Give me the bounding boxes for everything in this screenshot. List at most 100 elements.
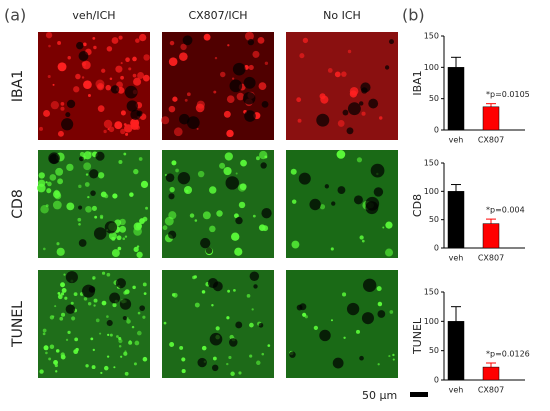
cell-signal [126,319,131,324]
dark-region [212,281,223,292]
dark-region [168,230,177,239]
cell-signal [57,62,67,72]
cell-signal [138,33,147,42]
cell-signal [220,71,226,78]
cell-signal [36,183,46,193]
y-tick-label: 100 [424,187,439,196]
cell-signal [209,225,216,233]
cell-signal [175,168,179,173]
dark-region [229,338,238,347]
dark-region [104,221,118,234]
cell-signal [224,152,233,161]
cell-signal [97,172,105,179]
cell-signal [291,240,300,249]
row-label: IBA1 [10,70,26,102]
cell-signal [53,190,61,199]
cell-signal [93,304,96,307]
cell-signal [211,304,214,307]
cell-signal [180,43,187,51]
cell-signal [349,90,358,98]
micrograph [162,32,274,140]
cell-signal [131,325,135,329]
cell-signal [258,224,266,231]
cell-signal [216,210,223,217]
cell-signal [195,103,205,113]
cell-signal [179,345,184,350]
cell-signal [194,219,198,222]
cell-signal [377,363,380,366]
cell-signal [138,157,143,161]
cell-signal [231,232,240,241]
cell-signal [228,355,232,360]
cell-signal [106,315,109,318]
cell-signal [238,201,246,209]
dark-region [342,109,349,116]
cell-signal [78,184,82,189]
cell-signal [267,344,271,347]
cell-signal [106,272,111,277]
cell-signal [139,218,145,224]
dark-region [258,322,264,328]
cell-signal [120,62,123,65]
cell-signal [135,222,142,229]
dark-region [90,190,96,196]
dark-region [324,184,329,189]
cell-signal [137,311,141,315]
x-tick-label: veh [449,254,464,263]
y-tick-label: 0 [434,376,439,385]
cell-signal [179,52,188,61]
cell-signal [61,312,66,317]
cell-signal [120,355,123,358]
cell-signal [60,101,65,106]
cell-signal [392,353,395,357]
cell-signal [57,178,64,185]
cell-signal [304,315,308,319]
bar [482,223,500,249]
y-axis-label: CD8 [411,194,424,217]
dark-region [78,156,84,162]
y-tick-label: 100 [424,317,439,326]
column-header: No ICH [323,9,361,22]
cell-signal [91,205,97,211]
cell-signal [83,162,92,171]
cell-signal [142,356,148,362]
cell-signal [106,46,113,52]
cell-signal [118,345,122,348]
micrograph [162,150,274,258]
dark-region [384,65,390,70]
cell-signal [189,213,195,218]
cell-signal [257,36,265,44]
cell-signal [183,185,193,195]
dark-region [377,310,386,318]
dark-region [65,304,76,314]
cell-signal [103,129,107,134]
dark-region [205,247,213,254]
dark-region [139,305,146,311]
cell-signal [106,355,110,358]
dark-region [370,163,385,178]
cell-signal [194,302,200,308]
dark-region [319,329,331,342]
cell-signal [226,362,229,366]
cell-signal [91,365,96,370]
dark-region [298,172,311,185]
x-tick-label: CX807 [478,254,504,263]
cell-signal [111,249,120,258]
y-tick-label: 100 [424,63,439,72]
dark-region [346,127,354,135]
cell-signal [168,105,176,113]
cell-signal [320,95,329,104]
cell-signal [233,213,239,219]
panel-label: (a) [4,6,26,25]
cell-signal [101,271,106,275]
cell-signal [236,92,245,101]
cell-signal [128,340,133,345]
cell-signal [55,370,58,373]
cell-signal [209,186,217,194]
cell-signal [377,301,383,307]
dark-region [49,154,59,164]
x-tick-label: CX807 [478,386,504,395]
cell-signal [249,322,254,328]
cell-signal [64,296,68,300]
cell-signal [99,332,102,335]
